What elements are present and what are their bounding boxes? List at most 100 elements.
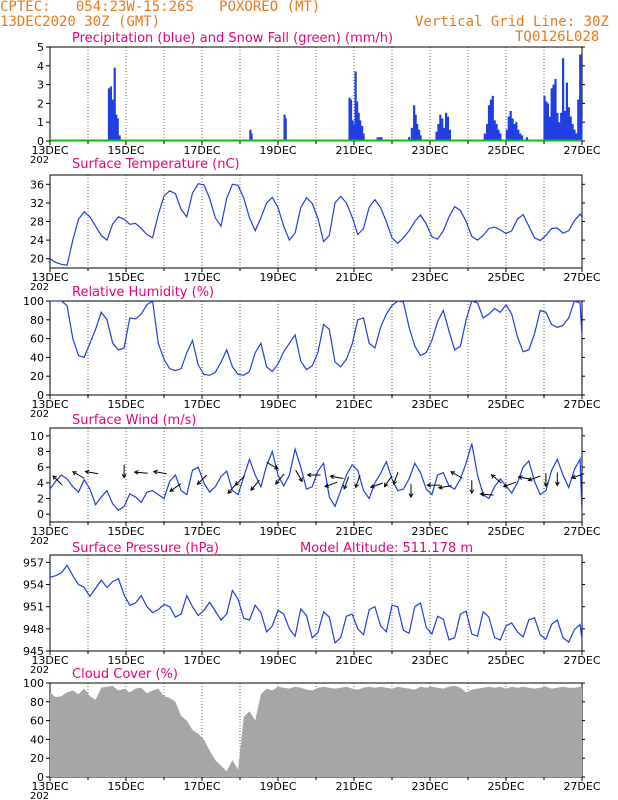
series-line <box>50 299 583 376</box>
wind-arrow-shaft <box>250 479 260 491</box>
wind-arrow-shaft <box>85 471 99 475</box>
y-tick-label: 60 <box>30 333 44 346</box>
precip-bar <box>511 118 514 141</box>
x-tick-label: 13DEC <box>31 780 68 793</box>
x-tick-label: 17DEC <box>183 144 220 157</box>
y-tick-label: 40 <box>30 351 44 364</box>
wind-arrow <box>426 482 441 488</box>
x-tick-label: 27DEC <box>563 780 600 793</box>
wind-arrow-head <box>324 483 330 488</box>
wind-arrow-shaft <box>528 475 541 481</box>
wind-arrow-shaft <box>438 485 452 489</box>
wind-arrow-head <box>133 470 139 475</box>
y-tick-label: 6 <box>37 461 44 474</box>
year-label: 202 <box>30 791 49 800</box>
wind-arrow <box>52 475 63 486</box>
wind-arrow <box>275 473 285 485</box>
wind-arrow-shaft <box>266 461 279 470</box>
x-tick-label: 27DEC <box>563 144 600 157</box>
precip-bar <box>376 137 379 141</box>
precip-bar <box>283 114 286 141</box>
precip-bar <box>349 99 353 141</box>
x-tick-label: 19DEC <box>259 654 296 667</box>
precip-bar <box>359 120 362 141</box>
x-tick-label: 21DEC <box>335 144 372 157</box>
precip-bar <box>525 137 529 141</box>
precip-bar <box>109 86 112 141</box>
wind-arrow-head <box>121 473 127 479</box>
y-tick-label: 20 <box>30 752 44 765</box>
wind-arrow-head <box>329 474 335 480</box>
panel-subtitle: Model Altitude: 511.178 m <box>300 541 473 556</box>
y-tick-label: 1 <box>37 116 44 129</box>
x-tick-label: 13DEC <box>31 654 68 667</box>
wind-arrow-head <box>71 471 77 476</box>
precip-bar <box>435 131 438 141</box>
wind-arrow-head <box>306 472 312 478</box>
precip-bar <box>378 137 382 141</box>
wind-arrow <box>502 481 517 488</box>
precip-bar <box>563 110 567 141</box>
precip-bar <box>573 129 576 141</box>
wind-arrow <box>306 472 321 478</box>
x-tick-label: 17DEC <box>183 525 220 538</box>
x-tick-label: 23DEC <box>411 398 448 411</box>
y-tick-label: 948 <box>23 623 44 636</box>
wind-arrow-shaft <box>330 475 344 479</box>
wind-arrow-head <box>543 482 549 488</box>
precip-bar <box>356 101 359 141</box>
precip-bar <box>548 116 551 141</box>
panel-0: 0 1 2 3 4 5 13DEC 15DEC 17DEC 19DEC 21DEC 23DEC 25DE… <box>30 31 601 166</box>
panel-title: Surface Pressure (hPa) <box>72 541 219 556</box>
y-tick-label: 100 <box>23 295 44 308</box>
wind-arrow-head <box>426 482 432 488</box>
wind-arrow-head <box>369 484 375 489</box>
precip-bar <box>413 105 416 141</box>
header-model-code: TQ0126L028 <box>515 29 600 45</box>
wind-arrow <box>554 472 560 487</box>
x-tick-label: 15DEC <box>107 525 144 538</box>
wind-arrow <box>196 474 207 486</box>
precip-bar <box>483 133 486 141</box>
precip-bar <box>505 129 508 141</box>
panel-1: 20 24 28 32 36 13DEC 15DEC 17DEC 19DEC 21DEC 23DEC… <box>30 157 601 293</box>
x-tick-label: 21DEC <box>335 654 372 667</box>
precip-bar <box>448 129 451 141</box>
panel-2: 0 20 40 60 80 100 13DEC 15DEC 17DEC 19DEC 21DEC 23D… <box>23 285 601 420</box>
precip-bar <box>410 127 413 141</box>
wind-arrow-shaft <box>393 471 399 485</box>
plot-frame <box>49 300 583 396</box>
wind-arrow-head <box>273 465 279 470</box>
precip-bar <box>560 112 563 141</box>
precip-bar <box>118 135 121 141</box>
x-tick-label: 19DEC <box>259 271 296 284</box>
precip-bar <box>507 116 510 141</box>
wind-arrow-shaft <box>324 481 338 488</box>
precip-bar <box>416 124 419 141</box>
y-tick-label: 0 <box>37 508 44 521</box>
x-tick-label: 13DEC <box>31 525 68 538</box>
wind-arrow-head <box>152 469 158 475</box>
y-tick-label: 8 <box>37 446 44 459</box>
year-label: 202 <box>30 155 49 166</box>
precip-bar <box>443 127 446 141</box>
precip-bar <box>115 114 118 141</box>
y-tick-label: 40 <box>30 733 44 746</box>
wind-arrow-head <box>234 481 240 486</box>
precip-bar <box>249 129 252 141</box>
wind-arrow <box>121 464 127 479</box>
wind-arrow-shaft <box>235 475 245 486</box>
cloud-cover-area <box>50 685 582 777</box>
precip-bar <box>486 124 489 141</box>
wind-arrow-head <box>343 484 348 490</box>
x-tick-label: 13DEC <box>31 398 68 411</box>
precip-bar <box>497 129 500 141</box>
precip-bar <box>360 125 364 141</box>
wind-arrow <box>152 469 167 475</box>
x-tick-label: 17DEC <box>183 780 220 793</box>
y-tick-label: 4 <box>37 477 44 490</box>
precip-bar <box>250 133 253 141</box>
precip-bar <box>444 112 448 141</box>
x-tick-label: 23DEC <box>411 525 448 538</box>
